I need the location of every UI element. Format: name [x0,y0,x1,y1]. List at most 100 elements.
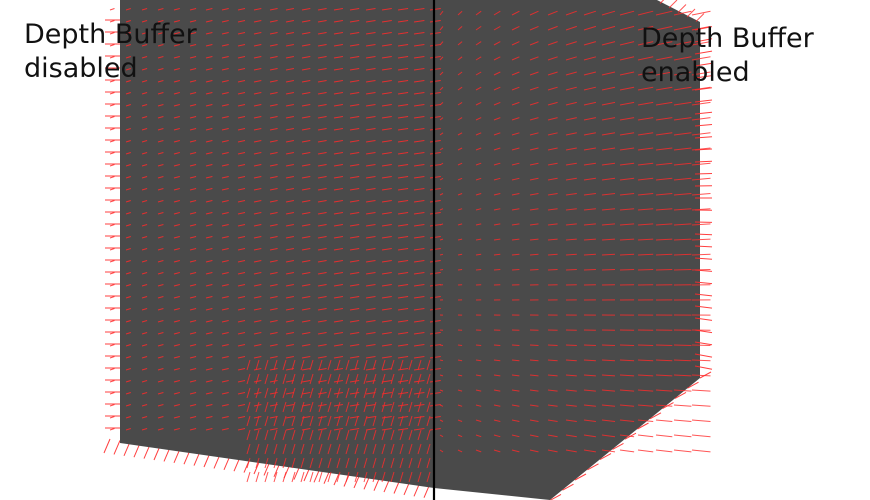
normal-stroke [529,344,539,346]
normal-stroke [493,223,501,226]
normal-stroke [601,25,616,31]
normal-stroke [413,104,425,107]
normal-stroke [237,152,246,155]
normal-stroke [426,387,431,399]
normal-stroke [655,193,673,196]
normal-stroke [511,56,520,61]
normal-stroke [221,44,229,47]
normal-stroke [205,128,213,131]
normal-stroke [511,434,520,438]
normal-stroke [221,284,229,287]
normal-stroke [413,200,425,203]
normal-stroke [125,104,131,107]
normal-stroke [637,162,654,166]
normal-stroke [269,260,278,263]
normal-stroke [282,471,287,483]
normal-stroke [269,176,278,179]
normal-stroke [655,101,673,106]
normal-stroke [333,176,343,179]
normal-stroke [439,389,444,392]
normal-stroke [173,404,180,407]
normal-stroke [141,308,148,311]
normal-stroke [637,56,654,61]
normal-stroke [125,308,131,311]
normal-stroke [125,224,131,227]
normal-stroke [246,443,251,455]
normal-stroke [547,238,558,241]
normal-stroke [673,223,692,226]
normal-stroke [372,429,377,441]
normal-stroke [565,193,577,196]
normal-stroke [253,44,262,47]
normal-stroke [285,248,294,251]
normal-stroke [221,224,229,227]
normal-stroke [109,380,115,383]
normal-stroke [365,284,376,287]
normal-stroke [141,296,148,299]
normal-stroke [439,419,444,422]
normal-stroke [309,415,314,427]
normal-stroke [397,104,409,107]
normal-stroke [317,344,327,347]
normal-stroke [691,177,711,181]
normal-stroke [189,236,197,239]
normal-stroke [221,392,229,395]
normal-stroke [173,428,180,431]
normal-stroke [237,296,246,299]
normal-stroke [673,359,692,362]
normal-stroke [677,4,687,13]
normal-stroke [397,44,409,47]
normal-stroke [327,401,332,413]
normal-stroke [493,117,501,121]
normal-stroke [221,140,229,143]
normal-stroke [291,373,296,385]
normal-stroke [291,443,296,455]
normal-stroke [109,416,115,419]
normal-stroke [349,20,360,23]
normal-stroke [583,193,596,196]
normal-stroke [547,25,558,31]
normal-stroke [365,92,376,95]
normal-stroke [301,272,311,275]
normal-stroke [655,253,673,256]
normal-stroke [285,8,294,11]
normal-stroke [173,236,180,239]
normal-stroke [253,92,262,95]
normal-stroke [221,380,229,383]
normal-stroke [221,260,229,263]
normal-stroke [365,404,376,407]
normal-stroke [397,56,409,59]
normal-stroke [673,117,692,121]
normal-stroke [397,284,409,287]
normal-stroke [695,13,705,22]
normal-stroke [399,471,404,483]
normal-stroke [397,296,409,299]
normal-stroke [417,457,422,469]
normal-stroke [637,449,654,453]
normal-stroke [333,128,343,131]
normal-stroke [285,224,294,227]
normal-stroke [205,44,213,47]
normal-stroke [333,320,343,323]
normal-stroke [237,392,246,395]
normal-stroke [221,320,229,323]
normal-stroke [237,212,246,215]
normal-stroke [565,269,577,271]
normal-stroke [269,92,278,95]
normal-stroke [189,20,197,23]
normal-stroke [253,104,262,107]
normal-stroke [285,320,294,323]
normal-stroke [273,415,278,427]
normal-stroke [365,128,376,131]
normal-stroke [413,344,425,347]
normal-stroke [381,200,392,203]
normal-stroke [141,236,148,239]
normal-stroke [255,471,260,483]
normal-stroke [189,44,197,47]
normal-stroke [529,10,539,16]
normal-stroke [381,248,392,251]
normal-stroke [429,224,441,227]
normal-stroke [397,248,409,251]
normal-stroke [493,41,501,46]
normal-stroke [397,320,409,323]
